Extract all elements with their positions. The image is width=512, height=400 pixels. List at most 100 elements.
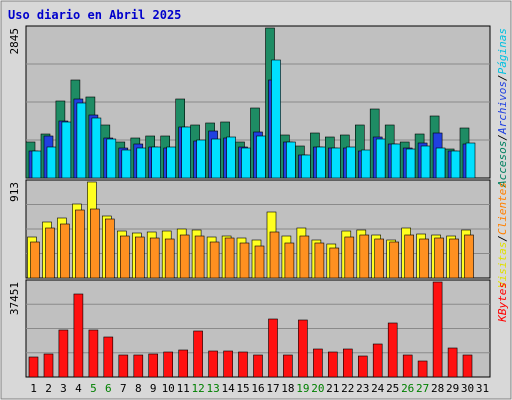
bar-kbytes	[238, 351, 248, 378]
bar-páginas	[316, 146, 326, 179]
bar-kbytes	[223, 350, 233, 378]
y-max-label: 37451	[8, 282, 21, 315]
bar-clientes	[194, 235, 205, 279]
bar-kbytes	[28, 356, 39, 378]
bar-páginas	[196, 139, 206, 179]
bar-páginas	[31, 150, 42, 179]
day-label: 19	[296, 382, 309, 395]
bar-clientes	[135, 236, 145, 279]
bar-clientes	[149, 237, 160, 279]
bar-kbytes	[163, 351, 173, 378]
legend-entry: KBytes	[496, 282, 509, 323]
bar-páginas	[91, 117, 102, 179]
day-label: 30	[461, 382, 474, 395]
bar-clientes	[75, 209, 85, 279]
bar-páginas	[211, 138, 221, 179]
day-label: 10	[162, 382, 175, 395]
day-label: 20	[311, 382, 324, 395]
legend-entry: Archivos	[496, 81, 509, 135]
bar-kbytes	[208, 350, 218, 378]
day-label: 3	[60, 382, 67, 395]
bar-páginas	[46, 146, 57, 179]
day-label: 13	[206, 382, 219, 395]
day-label: 23	[356, 382, 369, 395]
legend-entry: /	[496, 74, 509, 81]
panel-bottom: 37451 KBytes	[8, 279, 509, 378]
bar-páginas	[465, 142, 476, 179]
bar-kbytes	[43, 353, 54, 378]
day-label: 9	[150, 382, 157, 395]
day-label: 26	[401, 382, 414, 395]
day-label: 2	[45, 382, 52, 395]
bar-páginas	[405, 148, 416, 179]
bar-clientes	[90, 208, 100, 279]
day-label: 11	[177, 382, 190, 395]
bar-kbytes	[178, 349, 188, 378]
bar-clientes	[464, 234, 474, 279]
legend-entry: Accesos	[496, 141, 509, 188]
bar-kbytes	[283, 354, 293, 378]
bar-kbytes	[387, 322, 398, 378]
bar-páginas	[435, 147, 446, 179]
bar-páginas	[181, 126, 191, 179]
day-label: 5	[90, 382, 97, 395]
day-label: 27	[416, 382, 429, 395]
bar-clientes	[224, 237, 235, 279]
day-label: 14	[221, 382, 235, 395]
legend-entry: Páginas	[496, 28, 509, 74]
bar-páginas	[241, 147, 251, 179]
bar-clientes	[30, 241, 40, 279]
bar-kbytes	[372, 343, 383, 378]
bar-kbytes	[402, 354, 413, 378]
chart-title: Uso diario en Abril 2025	[8, 8, 181, 22]
bar-clientes	[209, 241, 220, 279]
bar-clientes	[419, 238, 429, 279]
bar-páginas	[166, 146, 176, 179]
bar-kbytes	[193, 330, 203, 378]
bar-kbytes	[253, 354, 263, 378]
bar-páginas	[226, 136, 236, 179]
bar-kbytes	[447, 347, 458, 378]
day-label: 16	[251, 382, 264, 395]
bar-kbytes	[313, 348, 323, 378]
bar-kbytes	[133, 354, 144, 378]
day-label: 25	[386, 382, 399, 395]
bar-páginas	[375, 138, 386, 179]
bar-clientes	[254, 245, 265, 279]
bar-páginas	[121, 149, 132, 179]
day-axis: 1 2 3 4 5 6 7 8 9 10 11 12 13 14 15 16 17 18 19 20 21 22 23 24 2…	[30, 382, 489, 395]
day-label: 17	[266, 382, 279, 395]
panel-middle: 913 Visitas/Clientes	[8, 179, 509, 288]
bar-kbytes	[357, 355, 368, 378]
bar-clientes	[404, 234, 415, 279]
day-label: 7	[120, 382, 127, 395]
bar-kbytes	[432, 281, 443, 378]
day-label: 1	[30, 382, 37, 395]
bar-kbytes	[462, 354, 473, 378]
bar-kbytes	[342, 348, 353, 378]
day-label: 8	[135, 382, 142, 395]
bar-kbytes	[73, 293, 84, 378]
bar-clientes	[449, 238, 459, 279]
bar-clientes	[299, 235, 310, 279]
day-label: 22	[341, 382, 354, 395]
bar-clientes	[120, 235, 130, 279]
bar-clientes	[314, 242, 325, 279]
bar-páginas	[76, 102, 87, 179]
bar-clientes	[164, 238, 175, 279]
bar-kbytes	[298, 319, 308, 378]
bar-clientes	[179, 234, 190, 279]
day-label: 12	[191, 382, 204, 395]
legend-entry: /	[496, 235, 509, 242]
bar-páginas	[106, 138, 117, 179]
bar-kbytes	[327, 351, 338, 378]
bar-clientes	[359, 234, 370, 279]
day-label: 15	[236, 382, 249, 395]
bar-kbytes	[88, 329, 99, 378]
day-label: 6	[105, 382, 112, 395]
bar-páginas	[330, 147, 341, 179]
legend-entry: Clientes	[496, 182, 509, 235]
day-label: 31	[476, 382, 489, 395]
